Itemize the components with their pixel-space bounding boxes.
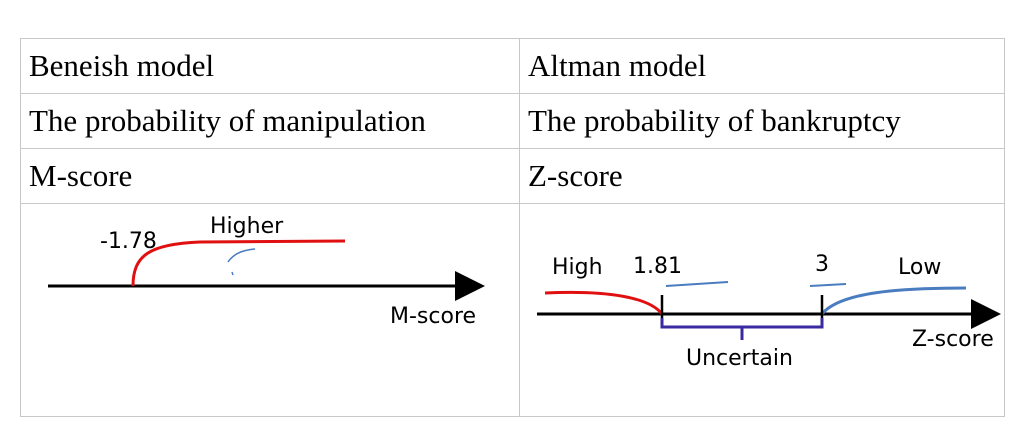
cell: Z-score bbox=[519, 148, 1005, 204]
high-curve bbox=[544, 290, 664, 315]
threshold-label: -1.78 bbox=[100, 229, 157, 254]
cell: Beneish model bbox=[20, 38, 520, 94]
cell bbox=[20, 203, 520, 417]
low-curve bbox=[820, 286, 967, 316]
cell: Altman model bbox=[519, 38, 1005, 94]
axis-label: M-score bbox=[390, 304, 476, 329]
higher-curve bbox=[131, 239, 346, 287]
underline bbox=[665, 281, 847, 287]
low-label: Low bbox=[898, 255, 941, 280]
row bbox=[20, 203, 1005, 417]
cell bbox=[519, 203, 1005, 417]
threshold-label: 3 bbox=[815, 252, 829, 277]
bracket bbox=[660, 318, 824, 340]
axis-label: Z-score bbox=[912, 327, 994, 352]
zone-label: Higher bbox=[210, 214, 284, 239]
comparison-table: Beneish model Altman model The probabilit… bbox=[20, 38, 1005, 417]
scribble bbox=[227, 248, 256, 276]
row: Beneish model Altman model bbox=[20, 38, 1005, 94]
uncertain-label: Uncertain bbox=[686, 346, 793, 371]
high-label: High bbox=[552, 255, 603, 280]
threshold-label: 1.81 bbox=[633, 254, 682, 279]
cell: The probability of manipulation bbox=[20, 93, 520, 149]
